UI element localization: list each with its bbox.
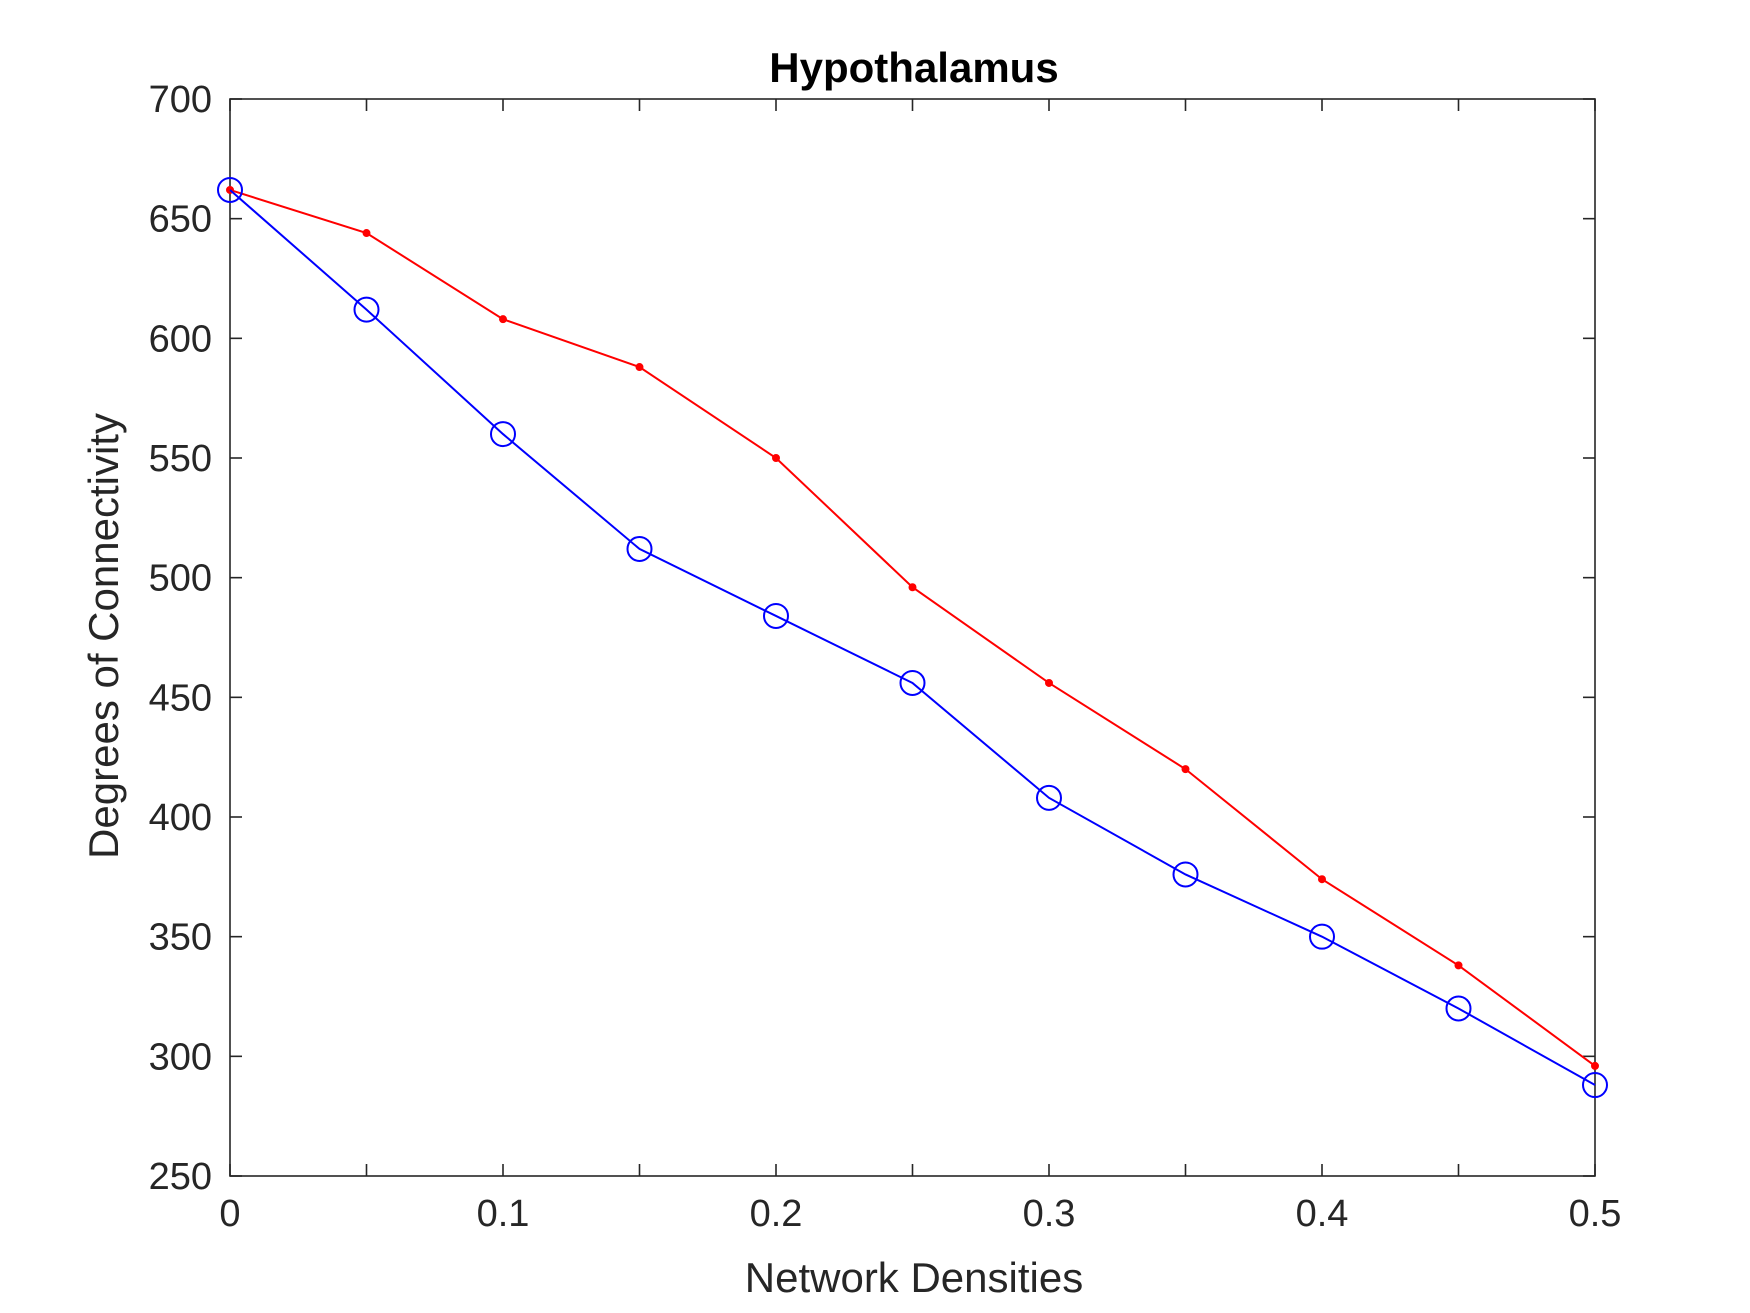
y-tick-label: 350 [149, 917, 212, 959]
data-point-dot [1181, 765, 1190, 774]
chart-title: Hypothalamus [769, 44, 1058, 91]
y-tick-label: 250 [149, 1156, 212, 1198]
y-tick-label: 500 [149, 558, 212, 600]
data-point-circle [490, 421, 516, 448]
data-point-dot [772, 454, 780, 462]
x-tick-label: 0.3 [1023, 1193, 1076, 1235]
y-tick-label: 600 [149, 318, 212, 360]
x-tick-label: 0.4 [1296, 1193, 1349, 1235]
y-tick-label: 650 [149, 199, 212, 241]
data-point-dot [635, 363, 644, 372]
x-tick-label: 0.1 [477, 1193, 530, 1235]
data-point-dot [1454, 961, 1463, 970]
data-point-circle [1309, 923, 1335, 950]
data-point-circle [353, 296, 380, 323]
data-point-circle [217, 176, 243, 203]
x-axis-label: Network Densities [745, 1254, 1083, 1301]
x-tick-label: 0.5 [1569, 1193, 1622, 1235]
data-point-dot [1045, 678, 1053, 687]
data-point-circle [626, 535, 653, 562]
y-tick-label: 400 [149, 797, 212, 839]
data-point-circle [1036, 784, 1062, 811]
x-tick-label: 0 [219, 1193, 240, 1235]
data-point-dot [362, 229, 371, 238]
data-point-circle [1582, 1072, 1608, 1099]
data-point-dot [908, 583, 917, 592]
series-2 [217, 176, 1608, 1099]
y-axis-label: Degrees of Connectivity [80, 413, 127, 859]
x-tick-label: 0.2 [750, 1193, 803, 1235]
data-point-dot [1318, 875, 1326, 884]
y-tick-label: 700 [149, 79, 212, 121]
data-point-circle [899, 669, 926, 696]
data-point-dot [499, 315, 507, 324]
y-tick-label: 300 [149, 1036, 212, 1078]
data-point-dot [1591, 1061, 1599, 1070]
series-line [229, 189, 1596, 1086]
series-group [217, 176, 1608, 1099]
data-point-circle [1445, 995, 1472, 1022]
data-point-circle [1172, 861, 1199, 888]
y-tick-label: 450 [149, 677, 212, 719]
series-1 [226, 185, 1599, 1070]
ticks: 0 0.1 0.2 0.3 0.4 0.5 250 300 350 400 450 500 550 600… [149, 79, 1622, 1235]
data-point-circle [763, 602, 789, 629]
y-tick-label: 550 [149, 438, 212, 480]
